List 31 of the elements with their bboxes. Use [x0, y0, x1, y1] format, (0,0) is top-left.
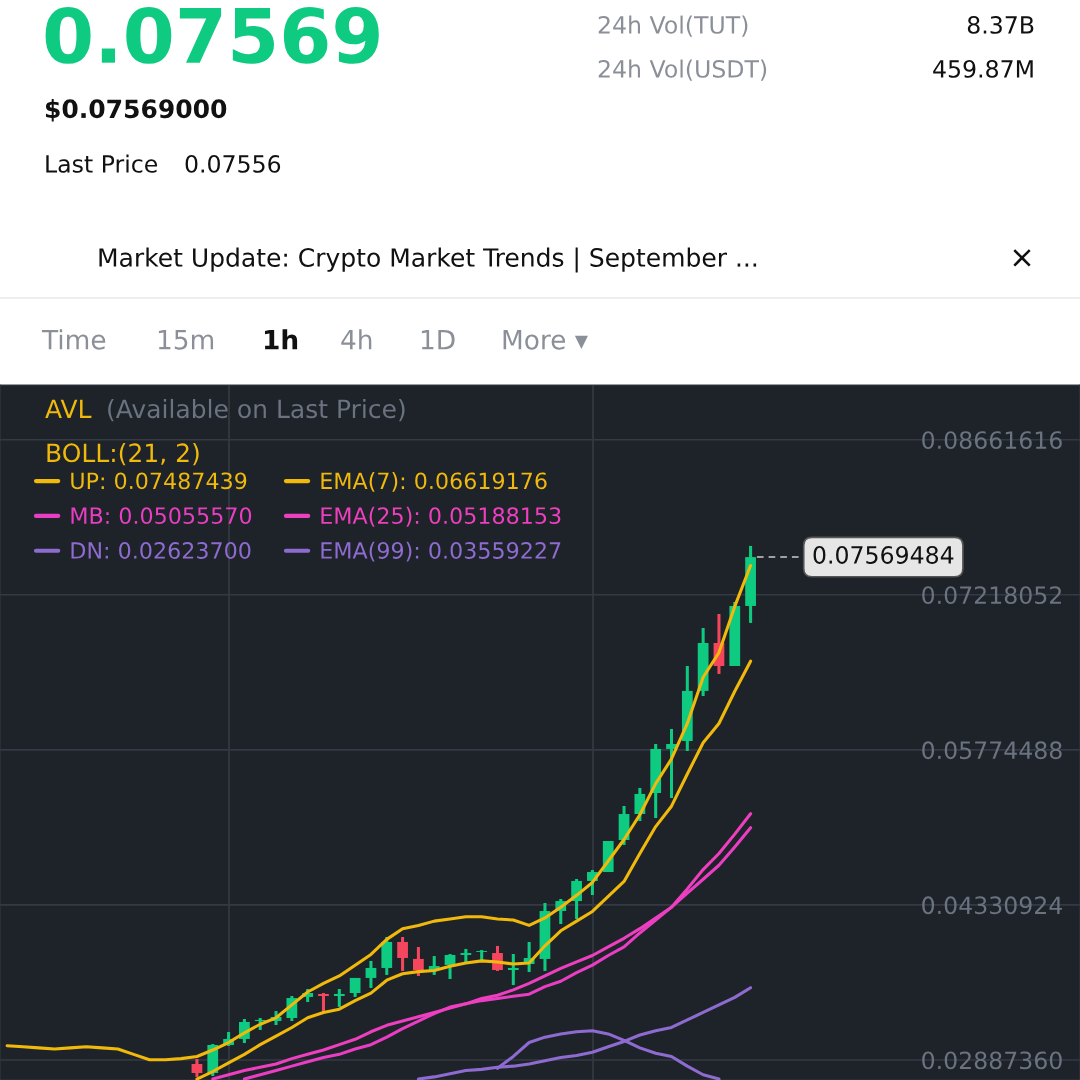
y-tick-label: 0.07218052	[922, 586, 1061, 605]
text: 0.07569	[45, 7, 379, 64]
annotation: AVL	[45, 399, 92, 418]
text: 459.87M	[933, 59, 1033, 78]
text: Market Update: Crypto Market Trends | September ...	[99, 247, 757, 273]
text: ×	[1013, 249, 1031, 267]
ref-line-label: 0.07569484	[813, 546, 954, 564]
y-tick-label: 0.02887360	[922, 1051, 1062, 1070]
annotation: (Available on Last Price)	[108, 398, 405, 422]
text: Time	[41, 329, 106, 350]
text: 1h	[264, 329, 298, 350]
text: Last Price	[46, 154, 158, 173]
text: 1D	[421, 330, 455, 350]
text: 0.07556	[185, 154, 281, 173]
text: $0.07569000	[45, 98, 227, 122]
y-tick-label: 0.05774488	[922, 741, 1062, 760]
legend-label: DN: 0.02623700	[71, 542, 251, 559]
annotation: BOLL:(21, 2)	[47, 442, 199, 466]
text: 4h	[341, 329, 372, 350]
text: 24h Vol(USDT)	[598, 59, 767, 81]
text: 15m	[158, 330, 214, 350]
y-tick-label: 0.08661616	[922, 431, 1062, 450]
legend-label: EMA(99): 0.03559227	[321, 541, 561, 562]
text: More ▾	[503, 330, 588, 350]
text: 8.37B	[967, 15, 1034, 34]
legend-label: EMA(25): 0.05188153	[321, 506, 561, 527]
y-tick-label: 0.04330924	[922, 896, 1063, 915]
text: 24h Vol(TUT)	[598, 15, 748, 37]
legend-label: UP: 0.07487439	[71, 472, 247, 490]
legend-label: EMA(7): 0.06619176	[321, 472, 547, 492]
legend-label: MB: 0.05055570	[71, 507, 252, 525]
